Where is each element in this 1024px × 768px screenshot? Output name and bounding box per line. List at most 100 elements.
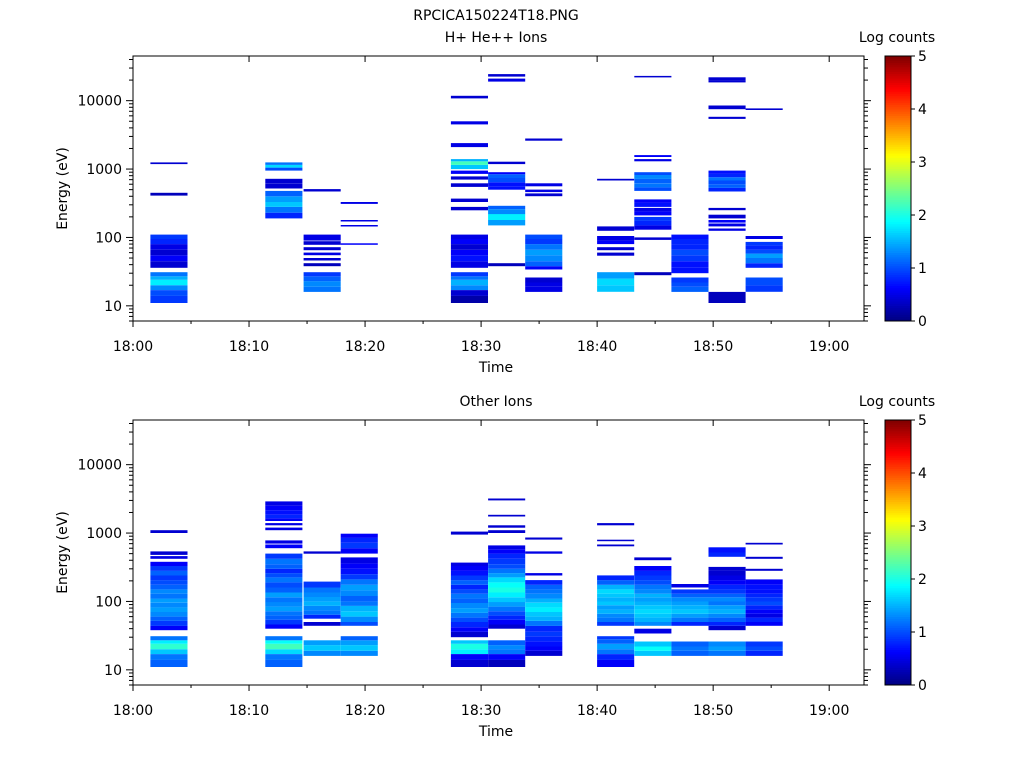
heatmap-cell — [265, 592, 303, 598]
heatmap-cell — [488, 624, 526, 629]
colorbar-swatch — [885, 420, 911, 423]
heatmap-cell — [708, 597, 746, 602]
y-axis-label: Energy (eV) — [55, 511, 71, 594]
colorbar-swatch — [885, 135, 911, 139]
heatmap-cell — [488, 530, 526, 533]
heatmap-cell — [745, 556, 783, 559]
heatmap-cell — [488, 214, 526, 220]
colorbar-swatch — [885, 305, 911, 309]
heatmap-cell — [525, 277, 563, 283]
heatmap-cell — [525, 631, 563, 637]
heatmap-cell — [634, 580, 672, 585]
heatmap-cell — [265, 643, 303, 650]
heatmap-cell — [745, 249, 783, 254]
heatmap-cell — [150, 654, 188, 660]
heatmap-cell — [450, 575, 488, 581]
heatmap-cell — [525, 646, 563, 651]
heatmap-cell — [708, 575, 746, 581]
heatmap-cell — [597, 597, 635, 602]
heatmap-cell — [634, 575, 672, 581]
colorbar-swatch — [885, 184, 911, 187]
colorbar-swatch — [885, 234, 911, 238]
heatmap-cell — [450, 654, 488, 660]
colorbar-swatch — [885, 495, 911, 498]
panel-title: H+ He++ Ions — [445, 30, 548, 46]
heatmap-cell — [745, 108, 783, 110]
colorbar-swatch — [885, 139, 911, 143]
colorbar-swatch — [885, 142, 911, 145]
colorbar-swatch — [885, 521, 911, 525]
heatmap-cell — [488, 649, 526, 654]
heatmap-cell — [450, 161, 488, 165]
y-axis-label: Energy (eV) — [55, 147, 71, 230]
panel-title: Other Ions — [459, 394, 532, 410]
heatmap-cell — [265, 606, 303, 612]
heatmap-cell — [745, 542, 783, 545]
heatmap-cell — [597, 601, 635, 606]
heatmap-cell — [708, 617, 746, 622]
heatmap-cell — [597, 278, 635, 286]
colorbar-tick-label: 5 — [918, 413, 927, 429]
heatmap-cell — [671, 277, 709, 283]
heatmap-cell — [265, 564, 303, 569]
colorbar-swatch — [885, 237, 911, 240]
heatmap-cell — [634, 155, 672, 157]
heatmap-cell — [150, 640, 188, 644]
colorbar-tick-label: 1 — [918, 261, 927, 277]
colorbar-swatch — [885, 58, 911, 61]
heatmap-cell — [745, 579, 783, 585]
colorbar-swatch — [885, 155, 911, 158]
heatmap-cells — [150, 74, 783, 303]
colorbar-swatch — [885, 475, 911, 478]
heatmap-cell — [745, 258, 783, 264]
heatmap-cell — [745, 236, 783, 239]
colorbar-swatch — [885, 457, 911, 461]
heatmap-cell — [525, 625, 563, 632]
colorbar-swatch — [885, 243, 911, 247]
heatmap-cell — [488, 263, 526, 267]
colorbar-swatch — [885, 629, 911, 633]
colorbar-swatch — [885, 208, 911, 211]
colorbar-swatch — [885, 526, 911, 529]
heatmap-cell — [488, 553, 526, 559]
heatmap-cell — [450, 249, 488, 256]
colorbar-swatch — [885, 636, 911, 640]
colorbar-swatch — [885, 477, 911, 481]
heatmap-cell — [597, 654, 635, 660]
heatmap-cell — [150, 625, 188, 631]
heatmap-cell — [265, 568, 303, 574]
heatmap-cell — [265, 540, 303, 544]
heatmap-cell — [634, 584, 672, 590]
colorbar-swatch — [885, 470, 911, 474]
heatmap-cell — [708, 650, 746, 656]
heatmap-cell — [450, 276, 488, 280]
colorbar-swatch — [885, 298, 911, 302]
heatmap-cell — [150, 580, 188, 585]
colorbar-swatch — [885, 492, 911, 496]
colorbar-swatch — [885, 658, 911, 662]
heatmap-cell — [450, 261, 488, 268]
colorbar-swatch — [885, 219, 911, 223]
heatmap-cell — [597, 252, 635, 256]
heatmap-cell — [671, 601, 709, 606]
colorbar-swatch — [885, 91, 911, 94]
heatmap-cell — [450, 164, 488, 170]
colorbar-swatch — [885, 166, 911, 170]
heatmap-cell — [671, 646, 709, 651]
colorbar-swatch — [885, 638, 911, 642]
colorbar-swatch — [885, 292, 911, 295]
heatmap-cell — [708, 291, 746, 299]
heatmap-cell — [265, 514, 303, 519]
heatmap-cell — [597, 643, 635, 650]
heatmap-cell — [745, 593, 783, 598]
colorbar-swatch — [885, 109, 911, 112]
heatmap-cell — [303, 258, 341, 261]
heatmap-cell — [265, 659, 303, 667]
colorbar-swatch — [885, 131, 911, 134]
heatmap-cell — [450, 627, 488, 632]
heatmap-cell — [488, 498, 526, 501]
colorbar-swatch — [885, 618, 911, 622]
colorbar-swatch — [885, 256, 911, 260]
heatmap-cell — [450, 612, 488, 618]
